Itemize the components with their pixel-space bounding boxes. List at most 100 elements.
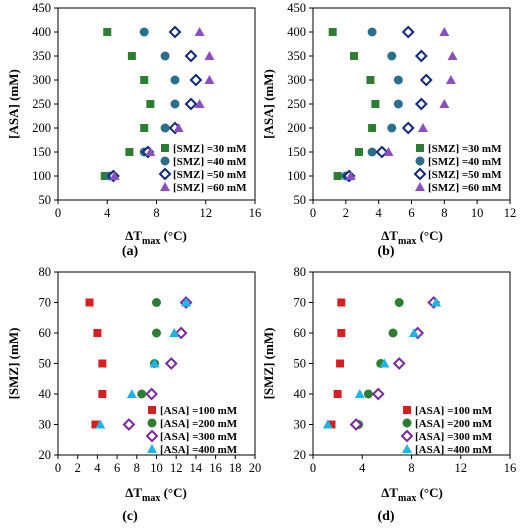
y-tick-label: 300 — [287, 73, 306, 87]
data-point — [350, 52, 359, 60]
data-point — [152, 298, 161, 307]
x-axis-label: ΔTmax (°C) — [381, 485, 443, 504]
data-point — [139, 27, 149, 37]
y-tick-label: 60 — [294, 326, 307, 340]
series-3 — [122, 296, 193, 431]
legend-label: [ASA] =300 mM — [160, 431, 238, 443]
data-point — [98, 359, 107, 368]
chart-panel-1: 50 100 150 200 250 300 350 400 450 0 4 8 12 16 [ASA] (… — [6, 1, 261, 259]
data-point — [322, 419, 333, 429]
y-tick-label: 80 — [294, 265, 307, 279]
y-tick-label: 50 — [294, 357, 307, 371]
chart-panel-3: 20 30 40 50 60 70 80 0 2 4 6 8 10 12 14 16 18 20 [SMZ] (mM… — [6, 265, 261, 524]
series-4 — [345, 27, 458, 180]
series-2 — [105, 27, 180, 181]
data-point — [100, 172, 109, 180]
x-axis-label-unit: (°C) — [160, 228, 187, 243]
data-point — [387, 51, 397, 61]
data-point — [354, 148, 363, 156]
legend-marker — [161, 144, 169, 152]
panel-label: (d) — [377, 509, 394, 524]
x-tick-label: 4 — [104, 206, 111, 220]
data-point — [91, 420, 100, 429]
y-tick-label: 70 — [39, 296, 52, 310]
data-point — [383, 147, 394, 156]
data-point — [388, 328, 398, 338]
data-point — [173, 123, 184, 132]
x-axis-label: ΔTmax (°C) — [381, 228, 443, 247]
legend-label: [ASA] =100 mM — [160, 405, 238, 417]
data-point — [431, 297, 442, 307]
legend-label: [SMZ] =30 mM — [173, 143, 247, 155]
data-point — [366, 76, 375, 84]
x-axis-label-sub: max — [398, 493, 416, 504]
data-point — [204, 51, 215, 60]
y-tick-label: 450 — [32, 1, 51, 15]
x-axis-label-unit: (°C) — [416, 485, 443, 500]
legend-marker — [402, 418, 412, 428]
y-tick-label: 40 — [39, 387, 52, 401]
x-tick-label: 8 — [134, 461, 140, 475]
data-point — [181, 297, 192, 307]
x-axis-label: ΔTmax (°C) — [125, 485, 187, 504]
y-tick-label: 70 — [294, 296, 307, 310]
x-tick-label: 6 — [408, 206, 414, 220]
x-axis-label-unit: (°C) — [160, 485, 187, 500]
x-tick-label: 6 — [114, 461, 120, 475]
legend-marker — [160, 182, 170, 191]
y-tick-label: 50 — [39, 357, 52, 371]
legend-marker — [413, 167, 427, 181]
x-axis-label-sub: max — [142, 493, 160, 504]
x-axis-label-main: ΔT — [381, 485, 398, 500]
data-point — [140, 76, 149, 84]
data-point — [368, 124, 377, 132]
data-point — [184, 49, 198, 63]
y-axis-label: [SMZ] (mM) — [6, 328, 21, 400]
y-tick-label: 80 — [39, 265, 52, 279]
series-4 — [109, 27, 215, 180]
data-point — [174, 326, 188, 340]
data-point — [98, 390, 107, 398]
legend-marker — [415, 182, 425, 191]
data-point — [367, 147, 377, 157]
y-tick-label: 50 — [39, 193, 52, 207]
x-tick-label: 4 — [376, 206, 383, 220]
y-tick-label: 50 — [294, 193, 307, 207]
y-tick-label: 30 — [39, 418, 52, 432]
y-tick-label: 100 — [32, 169, 51, 183]
y-tick-label: 20 — [294, 448, 307, 462]
y-tick-label: 400 — [32, 25, 51, 39]
data-point — [160, 51, 170, 61]
x-axis-label-sub: max — [142, 236, 160, 247]
y-axis-label: [ASA] (mM) — [6, 69, 21, 139]
chart-panel-4: 20 30 40 50 60 70 80 0 4 8 12 16 [SMZ] (mM) ΔTmax (°C… — [261, 265, 516, 524]
x-tick-label: 2 — [343, 206, 349, 220]
data-point — [349, 418, 363, 431]
legend-label: [SMZ] =30 mM — [428, 143, 502, 155]
x-tick-label: 8 — [153, 206, 159, 220]
data-point — [170, 75, 180, 85]
data-point — [337, 329, 346, 337]
data-point — [371, 387, 385, 401]
y-tick-label: 60 — [39, 326, 52, 340]
legend-label: [ASA] =200 mM — [160, 418, 238, 430]
y-tick-label: 400 — [287, 25, 306, 39]
y-tick-label: 200 — [32, 121, 51, 135]
y-tick-label: 200 — [287, 121, 306, 135]
legend-label: [ASA] =200 mM — [415, 418, 493, 430]
data-point — [408, 328, 419, 337]
series-3 — [349, 296, 441, 431]
data-point — [333, 390, 342, 398]
y-tick-label: 100 — [287, 169, 306, 183]
data-point — [122, 418, 136, 431]
legend-marker — [160, 156, 170, 166]
legend-label: [SMZ] =60 mM — [173, 182, 247, 194]
x-tick-label: 16 — [249, 206, 262, 220]
data-point — [439, 27, 450, 36]
x-tick-label: 2 — [75, 461, 81, 475]
x-tick-label: 10 — [471, 206, 484, 220]
series-1 — [328, 28, 380, 180]
data-point — [414, 97, 428, 111]
x-axis-label-sub: max — [398, 236, 416, 247]
data-point — [204, 75, 215, 84]
